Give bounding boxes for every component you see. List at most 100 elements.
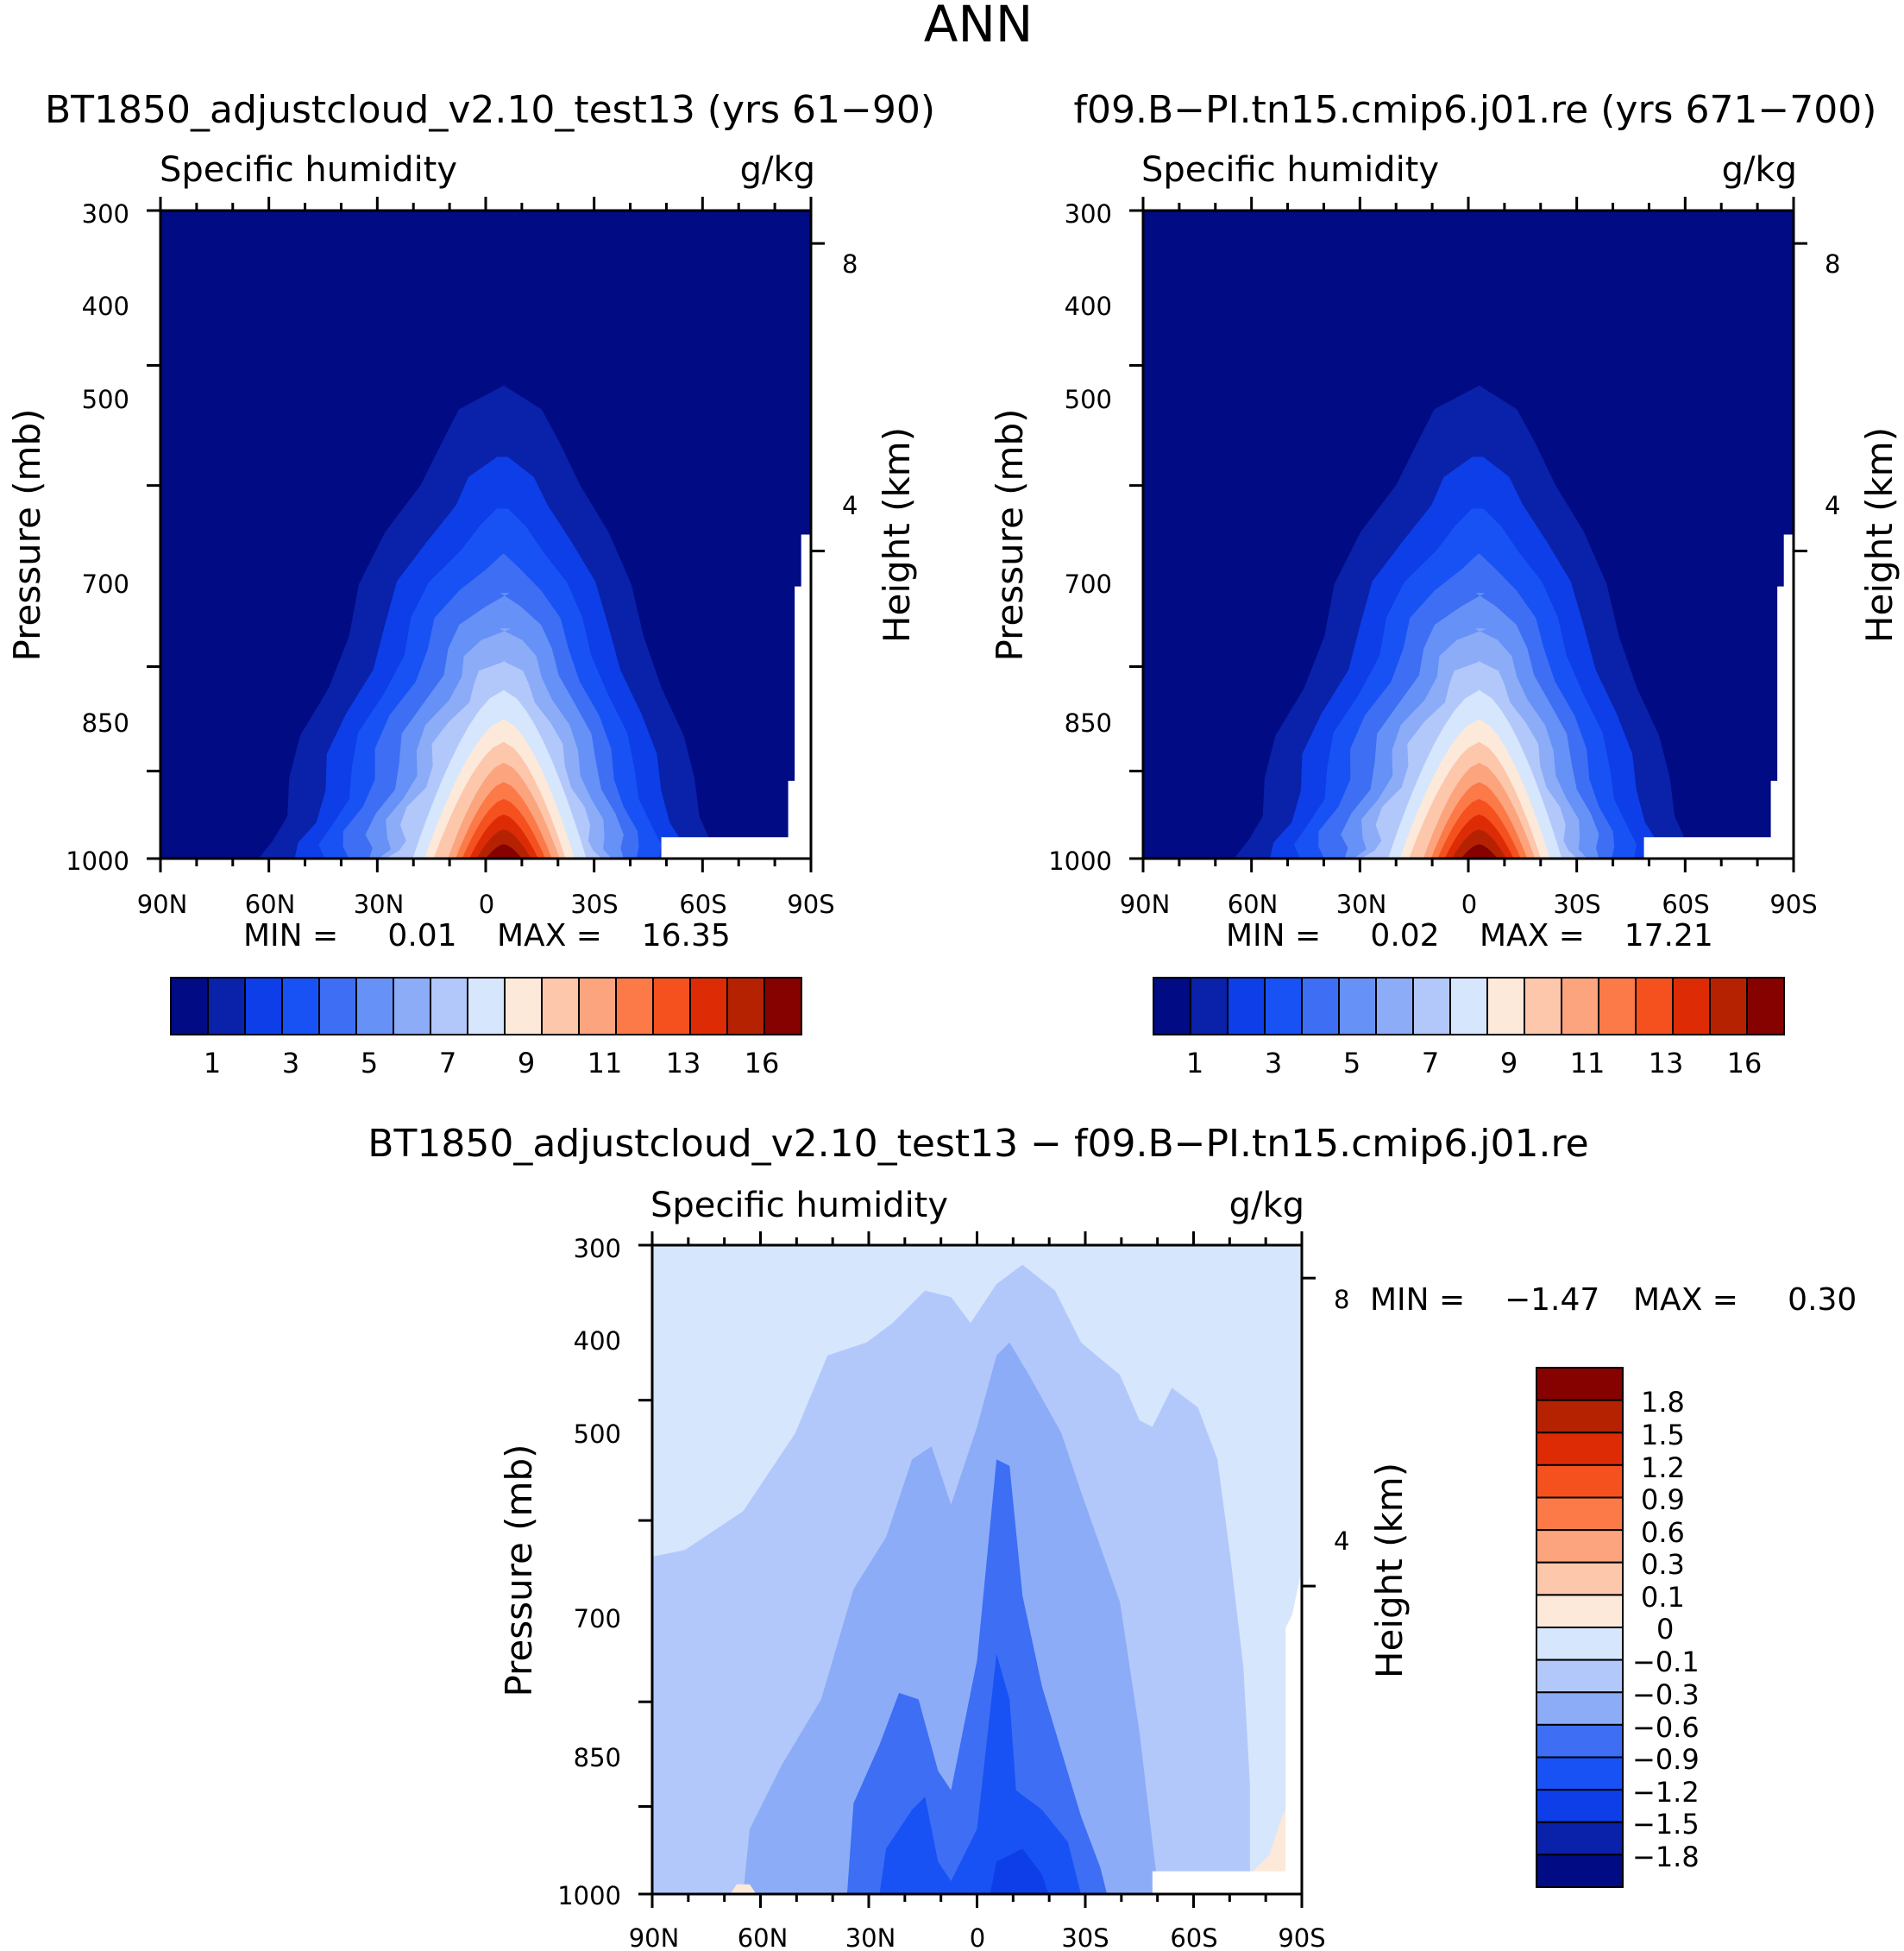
panel-1-x-tick-0: 0 — [479, 890, 494, 919]
panel-3-cbar-label: 1.8 — [1641, 1386, 1685, 1419]
panel-2-y-tick-300: 300 — [1065, 199, 1112, 229]
panel-3-cbar-label: −1.8 — [1632, 1841, 1700, 1873]
panel-3-contour-field — [652, 1245, 1302, 1894]
panel-2-y-tick-700: 700 — [1065, 570, 1112, 599]
panel-3-cbar-label: 1.5 — [1641, 1419, 1685, 1451]
panel-2-cbar-label: 13 — [1649, 1047, 1684, 1079]
panel-3-cbar-label: 0.1 — [1641, 1581, 1685, 1614]
topography-mask-p2 — [1643, 534, 1794, 859]
panel-2-right-axis-label: Height (km) — [1858, 427, 1901, 643]
panel-2-contour-field — [1143, 211, 1794, 859]
panel-3-tick-marks — [638, 1231, 1316, 1908]
panel-3-title: BT1850_adjustcloud_v2.10_test13 − f09.B−… — [368, 1122, 1588, 1166]
colorbar-box-p1 — [615, 977, 654, 1035]
panel-1-x-tick-30s: 30S — [570, 890, 618, 919]
diff-band-neg1.2 — [879, 1653, 1081, 1894]
colorbar-box-p2 — [1709, 977, 1748, 1035]
contour-band-p1 — [485, 844, 523, 859]
panel-1-cbar-label: 3 — [282, 1047, 299, 1079]
panel-1-x-tick-60n: 60N — [245, 890, 296, 919]
colorbar-box-diff — [1536, 1821, 1624, 1856]
panel-2-x-tick-30s: 30S — [1553, 890, 1600, 919]
panel-3-colorbar — [1536, 1367, 1624, 1888]
panel-1-title: BT1850_adjustcloud_v2.10_test13 (yrs 61−… — [45, 88, 935, 132]
panel-1-height-tick-4: 4 — [842, 491, 858, 520]
colorbar-box-diff — [1536, 1496, 1624, 1532]
panel-1-y-axis-label: Pressure (mb) — [6, 408, 48, 661]
colorbar-box-p2 — [1338, 977, 1377, 1035]
panel-3-cbar-label: −0.3 — [1632, 1678, 1700, 1711]
panel-3-y-tick-300: 300 — [574, 1234, 621, 1263]
panel-difference: BT1850_adjustcloud_v2.10_test13 − f09.B−… — [368, 1122, 1857, 1951]
colorbar-box-p1 — [207, 977, 246, 1035]
topography-mask-diff — [1152, 1570, 1302, 1894]
colorbar-box-p2 — [1524, 977, 1562, 1035]
panel-2-cbar-label: 9 — [1500, 1047, 1518, 1079]
panel-1-y-tick-400: 400 — [82, 292, 129, 321]
panel-2-title: f09.B−PI.tn15.cmip6.j01.re (yrs 671−700) — [1074, 88, 1877, 132]
colorbar-box-diff — [1536, 1399, 1624, 1434]
panel-2-y-tick-850: 850 — [1065, 708, 1112, 738]
panel-2-cbar-label: 16 — [1727, 1047, 1763, 1079]
colorbar-box-diff — [1536, 1529, 1624, 1564]
panel-1-height-tick-8: 8 — [842, 249, 858, 279]
panel-2-x-tick-90s: 90S — [1769, 890, 1817, 919]
panel-2-y-tick-500: 500 — [1065, 385, 1112, 414]
panel-3-height-tick-8: 8 — [1334, 1285, 1349, 1314]
colorbar-box-p1 — [578, 977, 617, 1035]
colorbar-box-p2 — [1301, 977, 1340, 1035]
panel-top-left: BT1850_adjustcloud_v2.10_test13 (yrs 61−… — [6, 88, 935, 1079]
panel-1-y-tick-1000: 1000 — [66, 846, 129, 876]
panel-1-contour-field — [160, 211, 811, 859]
colorbar-box-p2 — [1153, 977, 1191, 1035]
panel-2-y-tick-400: 400 — [1065, 292, 1112, 321]
panel-1-right-axis-label: Height (km) — [876, 427, 918, 643]
panel-1-cbar-label: 1 — [204, 1047, 221, 1079]
colorbar-box-diff — [1536, 1432, 1624, 1466]
colorbar-box-p1 — [430, 977, 468, 1035]
colorbar-box-diff — [1536, 1691, 1624, 1726]
panel-2-max-label: MAX = 17.21 — [1480, 918, 1713, 953]
panel-3-x-tick-60n: 60N — [738, 1923, 789, 1951]
panel-2-height-tick-4: 4 — [1825, 491, 1840, 520]
panel-1-x-tick-90n: 90N — [137, 890, 188, 919]
colorbar-box-p2 — [1264, 977, 1303, 1035]
panel-2-x-tick-90n: 90N — [1120, 890, 1171, 919]
panel-1-cbar-label: 11 — [588, 1047, 623, 1079]
colorbar-box-diff — [1536, 1463, 1624, 1499]
panel-2-x-tick-60s: 60S — [1662, 890, 1709, 919]
colorbar-box-p1 — [541, 977, 580, 1035]
colorbar-box-p1 — [318, 977, 357, 1035]
panel-3-right-axis-label: Height (km) — [1368, 1463, 1411, 1678]
panel-2-y-tick-1000: 1000 — [1048, 846, 1112, 876]
panel-top-right: f09.B−PI.tn15.cmip6.j01.re (yrs 671−700)… — [989, 88, 1901, 1079]
panel-3-height-tick-4: 4 — [1334, 1526, 1349, 1556]
panel-1-x-tick-60s: 60S — [679, 890, 726, 919]
colorbar-box-p2 — [1227, 977, 1266, 1035]
panel-1-cbar-label: 13 — [666, 1047, 701, 1079]
panel-2-y-axis-label: Pressure (mb) — [989, 408, 1031, 661]
panel-3-x-tick-0: 0 — [970, 1923, 985, 1951]
diff-band-neg0.9 — [846, 1459, 1108, 1894]
diff-band-pos0.0 — [730, 1884, 757, 1894]
colorbar-box-p2 — [1635, 977, 1674, 1035]
colorbar-box-p2 — [1746, 977, 1785, 1035]
panel-2-x-tick-30n: 30N — [1336, 890, 1387, 919]
panel-1-y-tick-300: 300 — [82, 199, 129, 229]
panel-3-y-tick-1000: 1000 — [557, 1881, 621, 1910]
panel-1-units-label: g/kg — [740, 150, 815, 190]
colorbar-box-diff — [1536, 1367, 1624, 1401]
panel-1-x-tick-30n: 30N — [354, 890, 405, 919]
colorbar-box-p1 — [689, 977, 728, 1035]
panel-1-x-tick-90s: 90S — [787, 890, 834, 919]
colorbar-box-diff — [1536, 1658, 1624, 1694]
panel-3-y-tick-400: 400 — [574, 1326, 621, 1356]
panel-1-y-tick-500: 500 — [82, 385, 129, 414]
panel-3-cbar-label: −0.6 — [1632, 1711, 1700, 1744]
colorbar-box-diff — [1536, 1723, 1624, 1759]
contour-band-p1 — [476, 829, 531, 859]
panel-1-min-label: MIN = 0.01 — [243, 918, 457, 953]
colorbar-box-diff — [1536, 1561, 1624, 1596]
colorbar-box-p1 — [726, 977, 765, 1035]
